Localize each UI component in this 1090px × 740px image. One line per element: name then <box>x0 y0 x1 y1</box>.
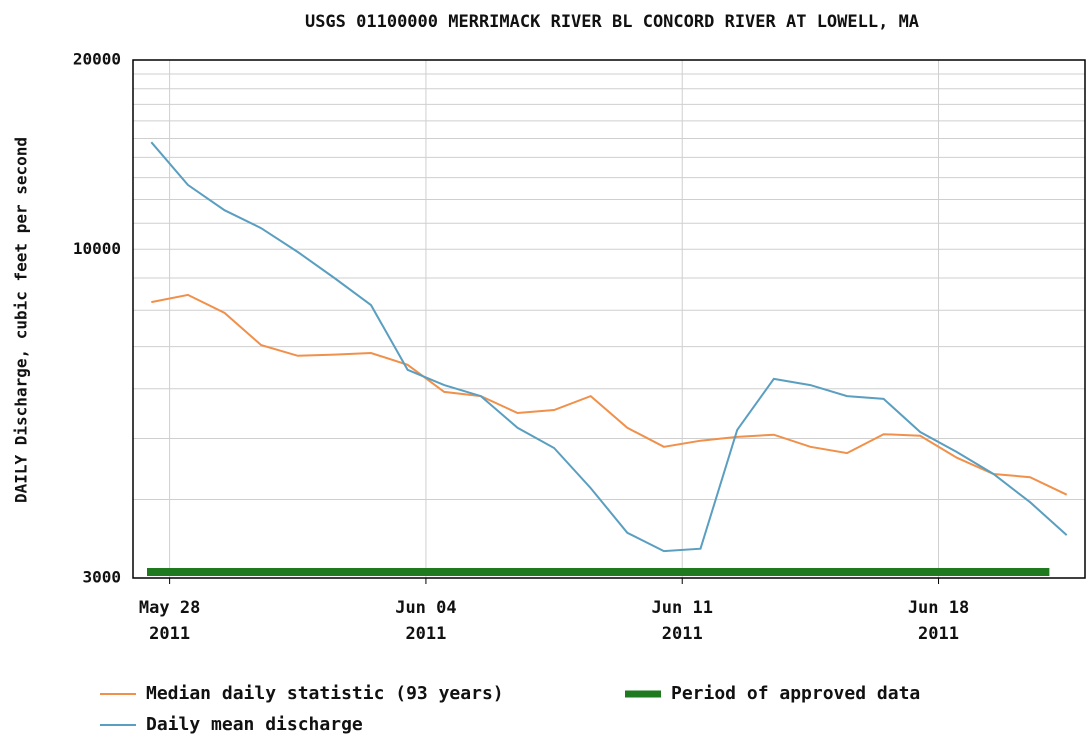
plot-frame <box>132 59 1086 579</box>
x-tick-label: 2011 <box>918 624 959 644</box>
y-tick-label: 3000 <box>82 568 121 587</box>
legend-label: Median daily statistic (93 years) <box>146 683 504 704</box>
x-tick-label: 2011 <box>149 624 190 644</box>
x-tick-label: May 28 <box>139 598 200 618</box>
data-line <box>150 141 1068 553</box>
data-line <box>151 293 1068 496</box>
chart-title: USGS 01100000 MERRIMACK RIVER BL CONCORD… <box>305 12 919 32</box>
x-tick-label: Jun 18 <box>908 598 969 618</box>
x-tick-label: 2011 <box>662 624 703 644</box>
legend-label: Period of approved data <box>671 683 920 704</box>
x-tick-label: 2011 <box>405 624 446 644</box>
y-axis-label: DAILY Discharge, cubic feet per second <box>12 137 31 503</box>
y-tick-label: 20000 <box>73 50 121 69</box>
x-tick-label: Jun 11 <box>652 598 713 618</box>
x-tick-label: Jun 04 <box>395 598 456 618</box>
y-tick-label: 10000 <box>73 239 121 258</box>
legend-label: Daily mean discharge <box>146 714 363 735</box>
